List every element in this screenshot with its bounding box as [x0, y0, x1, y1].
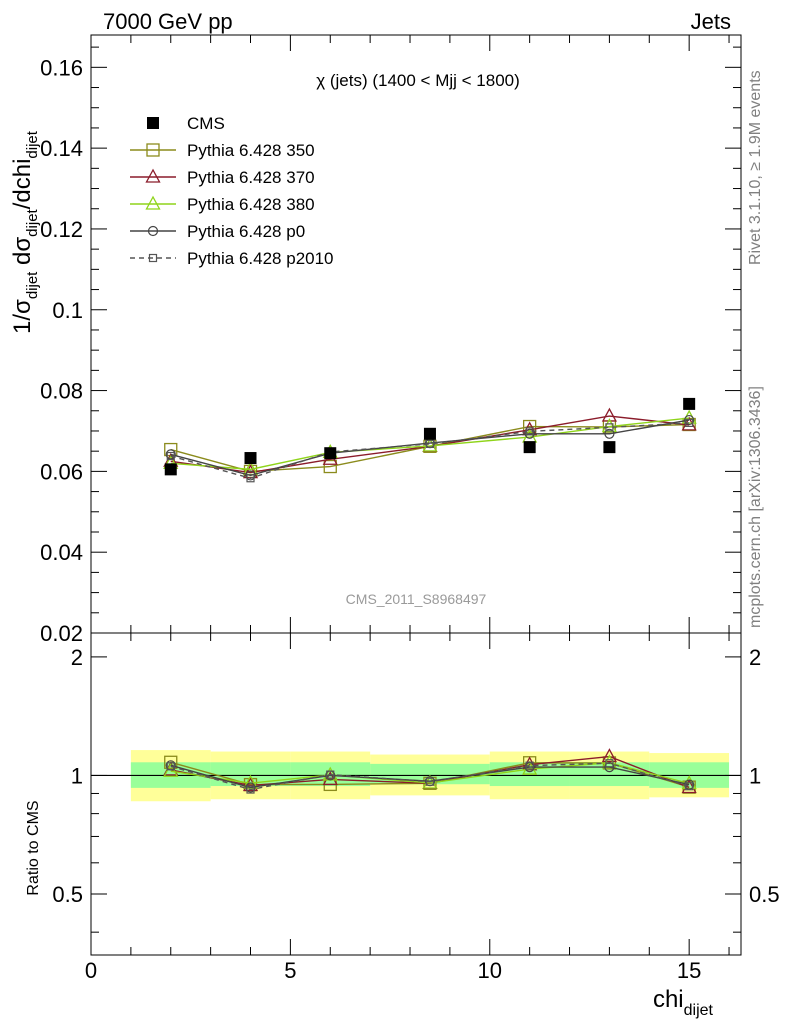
- main-y-axis-label: 1/σdijet dσdijet/dchidijet: [9, 130, 41, 334]
- ratio-point-pythia-6-428-p2010: [246, 785, 255, 794]
- series-line-pythia-6-428-p0: [170, 419, 690, 477]
- legend-label-pythia-6-428-p0: Pythia 6.428 p0: [187, 222, 305, 241]
- ratio-point-pythia-6-428-p2010: [525, 761, 534, 770]
- ratio-y-tick-label: 1: [71, 763, 83, 788]
- series-line-pythia-6-428-p2010: [170, 422, 690, 479]
- chart-title: χ (jets) (1400 < Mjj < 1800): [316, 71, 520, 90]
- ratio-point-pythia-6-428-p2010: [605, 759, 614, 768]
- x-tick-label: 15: [677, 958, 701, 983]
- data-point-pythia-6-428-p2010: [246, 474, 255, 483]
- uncertainty-band-inner: [569, 762, 650, 787]
- data-point-pythia-6-428-p0: [165, 449, 176, 460]
- main-y-tick-label: 0.08: [40, 379, 83, 404]
- legend-label-pythia-6-428-p2010: Pythia 6.428 p2010: [187, 249, 334, 268]
- legend-marker-pythia-6-428-380: [145, 195, 161, 210]
- data-point-cms: [164, 463, 177, 476]
- ratio-point-pythia-6-428-p0: [245, 782, 256, 793]
- legend-marker-pythia-6-428-p0: [147, 225, 159, 237]
- data-point-cms: [423, 427, 436, 440]
- data-point-pythia-6-428-350: [323, 459, 337, 474]
- legend-label-pythia-6-428-380: Pythia 6.428 380: [187, 195, 315, 214]
- ratio-y-tick-label-right: 1: [749, 763, 761, 788]
- legend-marker-pythia-6-428-350: [146, 143, 160, 157]
- data-point-cms: [523, 441, 536, 454]
- main-y-tick-label: 0.04: [40, 540, 83, 565]
- legend-marker-pythia-6-428-370: [145, 168, 161, 183]
- data-point-cms: [603, 441, 616, 454]
- header-left: 7000 GeV pp: [103, 9, 233, 34]
- data-point-pythia-6-428-p0: [684, 414, 695, 426]
- watermark: CMS_2011_S8968497: [346, 591, 487, 607]
- main-y-tick-label: 0.16: [40, 55, 83, 80]
- data-point-cms: [683, 397, 696, 410]
- data-point-pythia-6-428-p0: [524, 428, 535, 439]
- x-tick-label: 5: [284, 958, 296, 983]
- ratio-line-pythia-6-428-p2010: [170, 762, 690, 791]
- data-point-pythia-6-428-p0: [604, 428, 615, 439]
- x-tick-label: 10: [478, 958, 502, 983]
- main-y-tick-label: 0.1: [52, 298, 83, 323]
- legend-label-pythia-6-428-350: Pythia 6.428 350: [187, 141, 315, 160]
- data-point-pythia-6-428-p0: [245, 470, 256, 481]
- data-point-pythia-6-428-p2010: [605, 423, 614, 432]
- header-right: Jets: [691, 9, 731, 34]
- mcplots-label: mcplots.cern.ch [arXiv:1306.3436]: [747, 386, 764, 628]
- data-point-pythia-6-428-370: [601, 407, 617, 422]
- x-axis-label: chidijet: [653, 986, 714, 1019]
- x-tick-label: 0: [85, 958, 97, 983]
- legend-marker-cms: [147, 117, 159, 129]
- main-panel: 0.02 0.04 0.06 0.08 0.1 0.12 0.14 0.16 χ (jets) …: [40, 34, 742, 646]
- ratio-y-tick-label: 2: [71, 645, 83, 670]
- rivet-label: Rivet 3.1.10, ≥ 1.9M events: [747, 70, 764, 265]
- data-point-pythia-6-428-p2010: [425, 439, 435, 449]
- ratio-point-pythia-6-428-p2010: [425, 777, 435, 786]
- data-point-pythia-6-428-p2010: [525, 427, 534, 436]
- data-point-pythia-6-428-350: [523, 419, 537, 434]
- legend-label-pythia-6-428-370: Pythia 6.428 370: [187, 168, 315, 187]
- ratio-point-pythia-6-428-p2010: [326, 770, 335, 779]
- ratio-frame: [90, 632, 742, 956]
- ratio-point-pythia-6-428-370: [601, 748, 617, 763]
- data-point-cms: [244, 452, 257, 465]
- data-point-pythia-6-428-p2010: [166, 451, 175, 461]
- main-y-tick-label: 0.02: [40, 621, 83, 646]
- ratio-point-pythia-6-428-p2010: [685, 782, 694, 791]
- main-y-tick-label: 0.12: [40, 217, 83, 242]
- ratio-y-tick-label-right: 2: [749, 645, 761, 670]
- series-line-pythia-6-428-380: [170, 417, 690, 471]
- ratio-y-tick-label: 0.5: [52, 882, 83, 907]
- ratio-panel: 0.5 0.5 1 1 2 2 0 5 10 15: [52, 632, 780, 983]
- main-y-tick-label: 0.14: [40, 136, 83, 161]
- ratio-y-axis-label: Ratio to CMS: [25, 800, 42, 895]
- ratio-y-tick-label-right: 0.5: [749, 882, 780, 907]
- data-point-cms: [324, 447, 337, 460]
- data-point-pythia-6-428-p2010: [685, 418, 694, 427]
- legend-marker-pythia-6-428-p2010: [148, 253, 158, 263]
- legend-label-cms: CMS: [187, 114, 225, 133]
- main-y-tick-label: 0.06: [40, 459, 83, 484]
- ratio-point-pythia-6-428-350: [164, 755, 178, 769]
- ratio-point-pythia-6-428-p2010: [166, 762, 175, 771]
